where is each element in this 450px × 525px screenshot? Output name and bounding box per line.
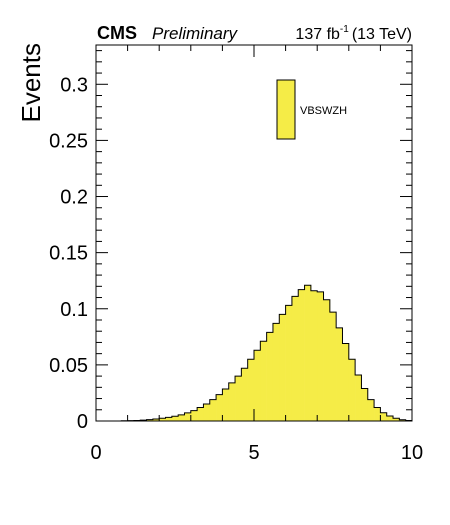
histogram-bin (298, 289, 305, 421)
histogram-bin (222, 389, 230, 421)
histogram-bin (336, 327, 343, 421)
histogram-bin (329, 312, 337, 421)
histogram-bin (348, 359, 356, 421)
histogram-bin (342, 343, 350, 421)
x-tick-label: 0 (90, 442, 101, 464)
histogram-bin (291, 296, 299, 421)
histogram-bin (260, 341, 267, 421)
x-tick-label: 10 (401, 442, 423, 464)
histogram-bin (203, 403, 211, 421)
histogram-bin (304, 285, 312, 421)
histogram-bin (247, 359, 255, 421)
histogram-bin (216, 394, 223, 421)
luminosity-exponent: -1 (340, 24, 349, 35)
histogram-bin (184, 412, 192, 421)
histogram-bin (386, 415, 394, 421)
histogram-bin (178, 414, 185, 421)
experiment-label: CMS (97, 23, 137, 43)
y-tick-label: 0.15 (49, 243, 88, 265)
histogram-bin (171, 416, 179, 421)
y-tick-label: 0.3 (60, 74, 88, 96)
histogram-bin (254, 350, 261, 421)
y-tick-label: 0.05 (49, 355, 88, 377)
histogram-bin (152, 418, 160, 421)
histogram-bin (393, 418, 400, 421)
tick-labels: 0 0.05 0.1 0.15 0.2 0.25 0.3 0 5 10 (49, 74, 423, 464)
legend: VBSWZH (276, 79, 347, 140)
histogram-bin (272, 323, 280, 421)
histogram-bin (310, 290, 318, 421)
histogram-bin (197, 407, 204, 421)
axis-ticks (95, 45, 413, 422)
legend-label-vbswzh: VBSWZH (300, 105, 347, 117)
histogram-bin (355, 374, 362, 421)
histogram-bin (380, 412, 388, 421)
histogram-bin (374, 407, 381, 421)
status-label: Preliminary (152, 24, 239, 43)
y-axis-label: Events (16, 43, 46, 123)
y-tick-label: 0.2 (60, 187, 88, 209)
histogram-bin (266, 332, 274, 421)
histogram-bin (317, 291, 324, 421)
histogram-bin (209, 399, 217, 421)
histogram-bin (146, 419, 154, 421)
energy-label: (13 TeV) (352, 26, 412, 43)
luminosity-label: 137 fb-1 (13 TeV) (295, 24, 412, 43)
x-tick-label: 5 (248, 442, 259, 464)
histogram-bin (159, 418, 166, 421)
histogram-bin (361, 388, 369, 421)
histogram-bin (165, 417, 173, 421)
histogram-bin (228, 382, 236, 421)
histogram-bin (235, 376, 242, 421)
y-tick-label: 0.1 (60, 299, 88, 321)
y-tick-label: 0.25 (49, 130, 88, 152)
histogram-bin (285, 305, 293, 421)
legend-swatch-vbswzh (276, 79, 296, 140)
histogram-bin (399, 419, 406, 421)
histogram-bin (279, 314, 286, 421)
histogram-bin (367, 399, 375, 421)
histogram-bars (121, 285, 413, 421)
histogram-bin (323, 299, 331, 421)
luminosity-prefix: 137 fb (295, 26, 340, 43)
histogram-bin (190, 410, 198, 421)
histogram-bin (241, 368, 248, 421)
y-tick-label: 0 (77, 411, 88, 433)
